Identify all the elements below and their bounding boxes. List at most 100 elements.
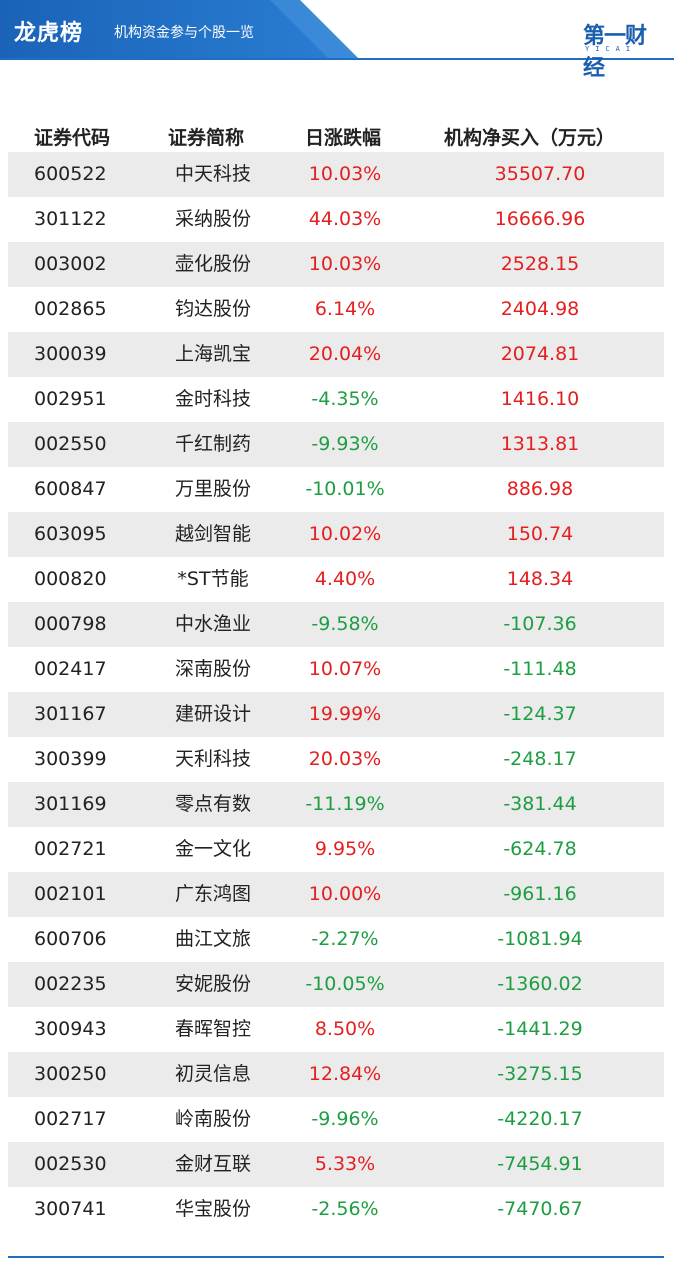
table-row: 301167 建研设计 19.99% -124.37 [8,692,664,737]
table-row: 600522 中天科技 10.03% 35507.70 [8,152,664,197]
daily-change: 44.03% [308,208,382,230]
stock-code: 002530 [34,1153,107,1175]
stock-code: 603095 [34,523,107,545]
daily-change: 8.50% [314,1018,376,1040]
net-buy: -248.17 [503,748,577,770]
stock-name: 天利科技 [174,748,251,770]
net-buy: -961.16 [503,883,577,905]
daily-change: 4.40% [314,568,376,590]
stock-name: 初灵信息 [174,1063,251,1085]
table-row: 002717 岭南股份 -9.96% -4220.17 [8,1097,664,1142]
title-banner [0,0,360,60]
table-row: 600706 曲江文旅 -2.27% -1081.94 [8,917,664,962]
daily-change: 9.95% [314,838,376,860]
stock-code: 002717 [34,1108,107,1130]
table-body: 600522 中天科技 10.03% 35507.70 301122 采纳股份 44.03%… [8,152,664,1232]
table-row: 002951 金时科技 -4.35% 1416.10 [8,377,664,422]
stock-name: 广东鸿图 [174,883,251,905]
stock-code: 301122 [34,208,107,230]
net-buy: -1360.02 [497,973,583,995]
table-row: 301122 采纳股份 44.03% 16666.96 [8,197,664,242]
daily-change: -10.01% [305,478,385,500]
daily-change: -10.05% [305,973,385,995]
stock-code: 002721 [34,838,107,860]
stock-name: 金财互联 [174,1153,251,1175]
table-row: 003002 壶化股份 10.03% 2528.15 [8,242,664,287]
net-buy: -4220.17 [497,1108,583,1130]
daily-change: 20.04% [308,343,382,365]
stock-name: 壶化股份 [174,253,251,275]
net-buy: 2528.15 [500,253,580,275]
net-buy: 16666.96 [494,208,586,230]
header-code: 证券代码 [34,127,111,149]
daily-change: 10.03% [308,253,382,275]
stock-name: 曲江文旅 [174,928,251,950]
table-row: 000820 *ST节能 4.40% 148.34 [8,557,664,602]
daily-change: -4.35% [311,388,379,410]
page-title: 龙虎榜 [14,21,84,46]
stock-code: 002235 [34,973,107,995]
stock-name: 华宝股份 [174,1198,251,1220]
table-row: 002721 金一文化 9.95% -624.78 [8,827,664,872]
table-row: 002530 金财互联 5.33% -7454.91 [8,1142,664,1187]
footer-divider [8,1256,664,1258]
stock-code: 003002 [34,253,107,275]
stock-name: 深南股份 [174,658,251,680]
net-buy: -111.48 [503,658,577,680]
net-buy: 886.98 [506,478,574,500]
stock-name: 安妮股份 [174,973,251,995]
net-buy: -3275.15 [497,1063,583,1085]
stock-name: *ST节能 [177,568,249,590]
net-buy: 2404.98 [500,298,580,320]
daily-change: 10.07% [308,658,382,680]
net-buy: 1313.81 [500,433,580,455]
stock-code: 002865 [34,298,107,320]
table-row: 002101 广东鸿图 10.00% -961.16 [8,872,664,917]
stock-code: 300250 [34,1063,107,1085]
table-row: 300741 华宝股份 -2.56% -7470.67 [8,1187,664,1232]
stock-code: 002417 [34,658,107,680]
table-row: 002235 安妮股份 -10.05% -1360.02 [8,962,664,1007]
stock-name: 岭南股份 [174,1108,251,1130]
stock-code: 300399 [34,748,107,770]
net-buy: -7454.91 [497,1153,583,1175]
header-divider [0,58,674,60]
table-row: 000798 中水渔业 -9.58% -107.36 [8,602,664,647]
stock-name: 采纳股份 [174,208,251,230]
daily-change: -9.58% [311,613,379,635]
header-name: 证券简称 [168,127,245,149]
header-net-buy: 机构净买入（万元） [444,127,616,149]
daily-change: 10.03% [308,163,382,185]
logo-subtext: YICAI [585,45,637,53]
logo-text: 第一财经 [583,24,647,81]
table-row: 002550 千红制药 -9.93% 1313.81 [8,422,664,467]
daily-change: 10.00% [308,883,382,905]
institution-table: 证券代码 证券简称 日涨跌幅 机构净买入（万元） 600522 中天科技 10.03… [8,114,664,1232]
stock-code: 000798 [34,613,107,635]
daily-change: -2.27% [311,928,379,950]
stock-name: 中天科技 [174,163,251,185]
stock-name: 中水渔业 [174,613,251,635]
net-buy: 2074.81 [500,343,580,365]
net-buy: 148.34 [506,568,574,590]
stock-name: 越剑智能 [174,523,251,545]
table-row: 002417 深南股份 10.07% -111.48 [8,647,664,692]
daily-change: 12.84% [308,1063,382,1085]
stock-code: 002101 [34,883,107,905]
stock-name: 上海凯宝 [174,343,251,365]
table-row: 300943 春晖智控 8.50% -1441.29 [8,1007,664,1052]
net-buy: 1416.10 [500,388,580,410]
daily-change: 10.02% [308,523,382,545]
stock-name: 钧达股份 [174,298,251,320]
stock-code: 600522 [34,163,107,185]
daily-change: 6.14% [314,298,376,320]
daily-change: 20.03% [308,748,382,770]
table-row: 002865 钧达股份 6.14% 2404.98 [8,287,664,332]
table-row: 301169 零点有数 -11.19% -381.44 [8,782,664,827]
stock-name: 千红制药 [174,433,251,455]
daily-change: 19.99% [308,703,382,725]
stock-name: 建研设计 [174,703,251,725]
stock-code: 002550 [34,433,107,455]
header: 龙虎榜 机构资金参与个股一览 第一财经 YICAI [0,0,674,81]
yicai-logo: 第一财经 YICAI [583,18,663,81]
